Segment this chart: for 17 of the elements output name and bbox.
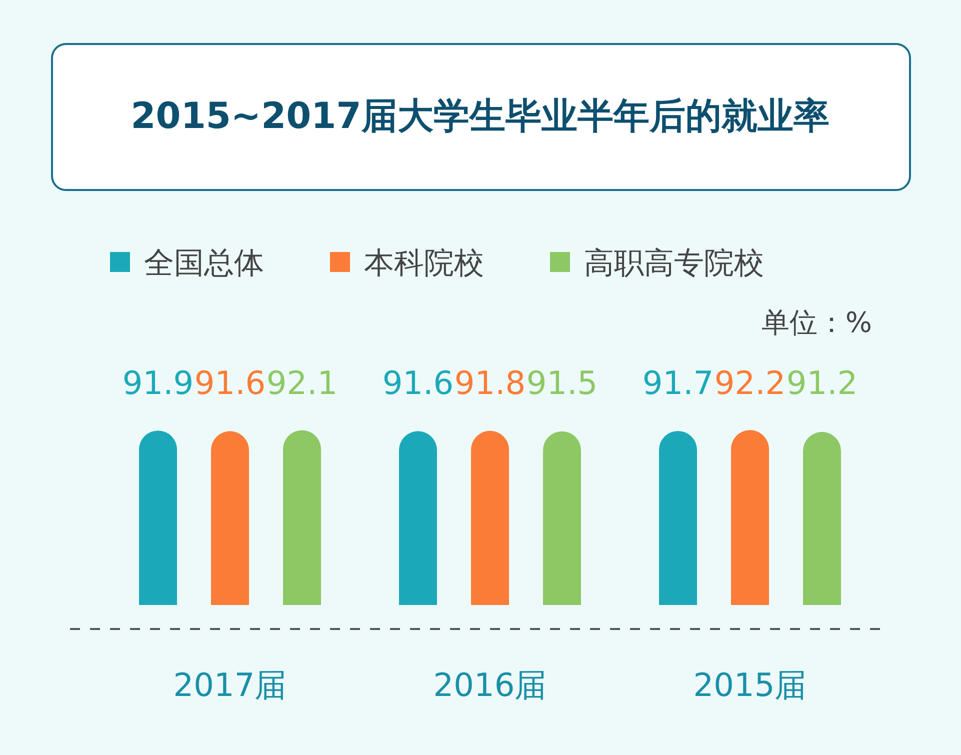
legend-label: 全国总体 xyxy=(144,246,264,281)
data-label: 91.7 xyxy=(642,364,714,402)
data-label: 92.2 xyxy=(714,364,786,402)
data-label: 91.5 xyxy=(526,364,598,402)
data-label: 91.9 xyxy=(122,364,194,402)
x-tick-label: 2015届 xyxy=(693,666,807,704)
x-tick-label: 2017届 xyxy=(173,666,287,704)
legend-label: 本科院校 xyxy=(364,246,484,281)
legend-label: 高职高专院校 xyxy=(584,246,764,281)
data-label: 92.1 xyxy=(266,364,338,402)
chart-title: 2015~2017届大学生毕业半年后的就业率 xyxy=(130,96,830,137)
data-label: 91.6 xyxy=(194,364,266,402)
data-label: 91.6 xyxy=(382,364,454,402)
x-tick-label: 2016届 xyxy=(433,666,547,704)
text: 单位：% xyxy=(761,306,872,339)
data-label: 91.8 xyxy=(454,364,526,402)
data-label: 91.2 xyxy=(786,364,858,402)
